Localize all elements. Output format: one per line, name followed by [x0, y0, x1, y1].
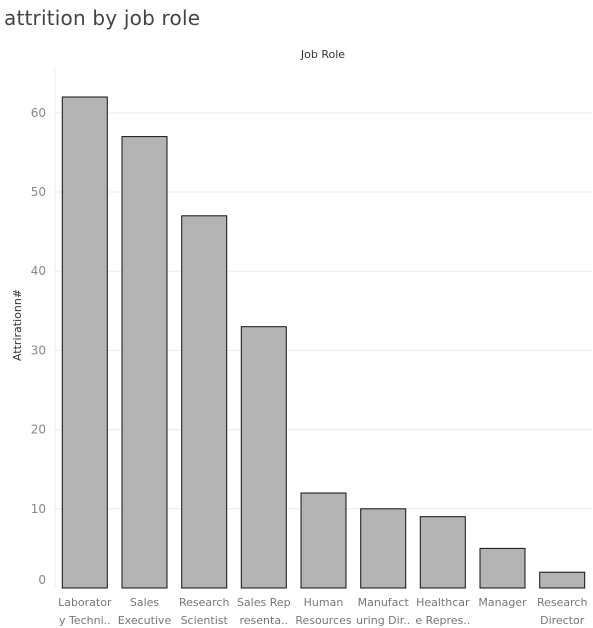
bar [419, 516, 466, 589]
y-tick-label: 0 [38, 573, 46, 587]
bar [539, 571, 586, 589]
x-tick-label: Human [304, 596, 344, 609]
x-tick-label: Sales Rep [237, 596, 291, 609]
x-tick-label: Scientist [181, 614, 229, 627]
x-tick-label: Manufact [358, 596, 410, 609]
x-tick-label: Healthcar [416, 596, 470, 609]
x-tick-label: resenta.. [240, 614, 289, 627]
column-header: Job Role [300, 48, 345, 61]
y-tick-label: 50 [31, 185, 46, 199]
bar [360, 508, 407, 589]
bar [479, 547, 526, 589]
bar [181, 215, 228, 589]
y-tick-label: 30 [31, 343, 46, 357]
y-axis-label: Attrirationn# [11, 289, 24, 361]
page-title: attrition by job role [4, 6, 201, 30]
bar [300, 492, 347, 589]
x-tick-label: Laborator [58, 596, 112, 609]
y-tick-label: 10 [31, 502, 46, 516]
x-tick-label: Executive [118, 614, 172, 627]
x-tick-label: Director [540, 614, 585, 627]
bar [121, 136, 168, 589]
x-tick-label: Sales [130, 596, 160, 609]
x-tick-label: e Repres.. [415, 614, 470, 627]
x-tick-label: Research [537, 596, 587, 609]
x-tick-label: uring Dir.. [356, 614, 410, 627]
y-tick-label: 20 [31, 423, 46, 437]
x-tick-label: y Techni.. [59, 614, 111, 627]
bar [240, 326, 287, 589]
x-tick-label: Research [179, 596, 229, 609]
y-tick-label: 60 [31, 106, 46, 120]
x-tick-label: Manager [478, 596, 527, 609]
bar [61, 96, 108, 589]
x-tick-label: Resources [295, 614, 351, 627]
y-tick-label: 40 [31, 264, 46, 278]
